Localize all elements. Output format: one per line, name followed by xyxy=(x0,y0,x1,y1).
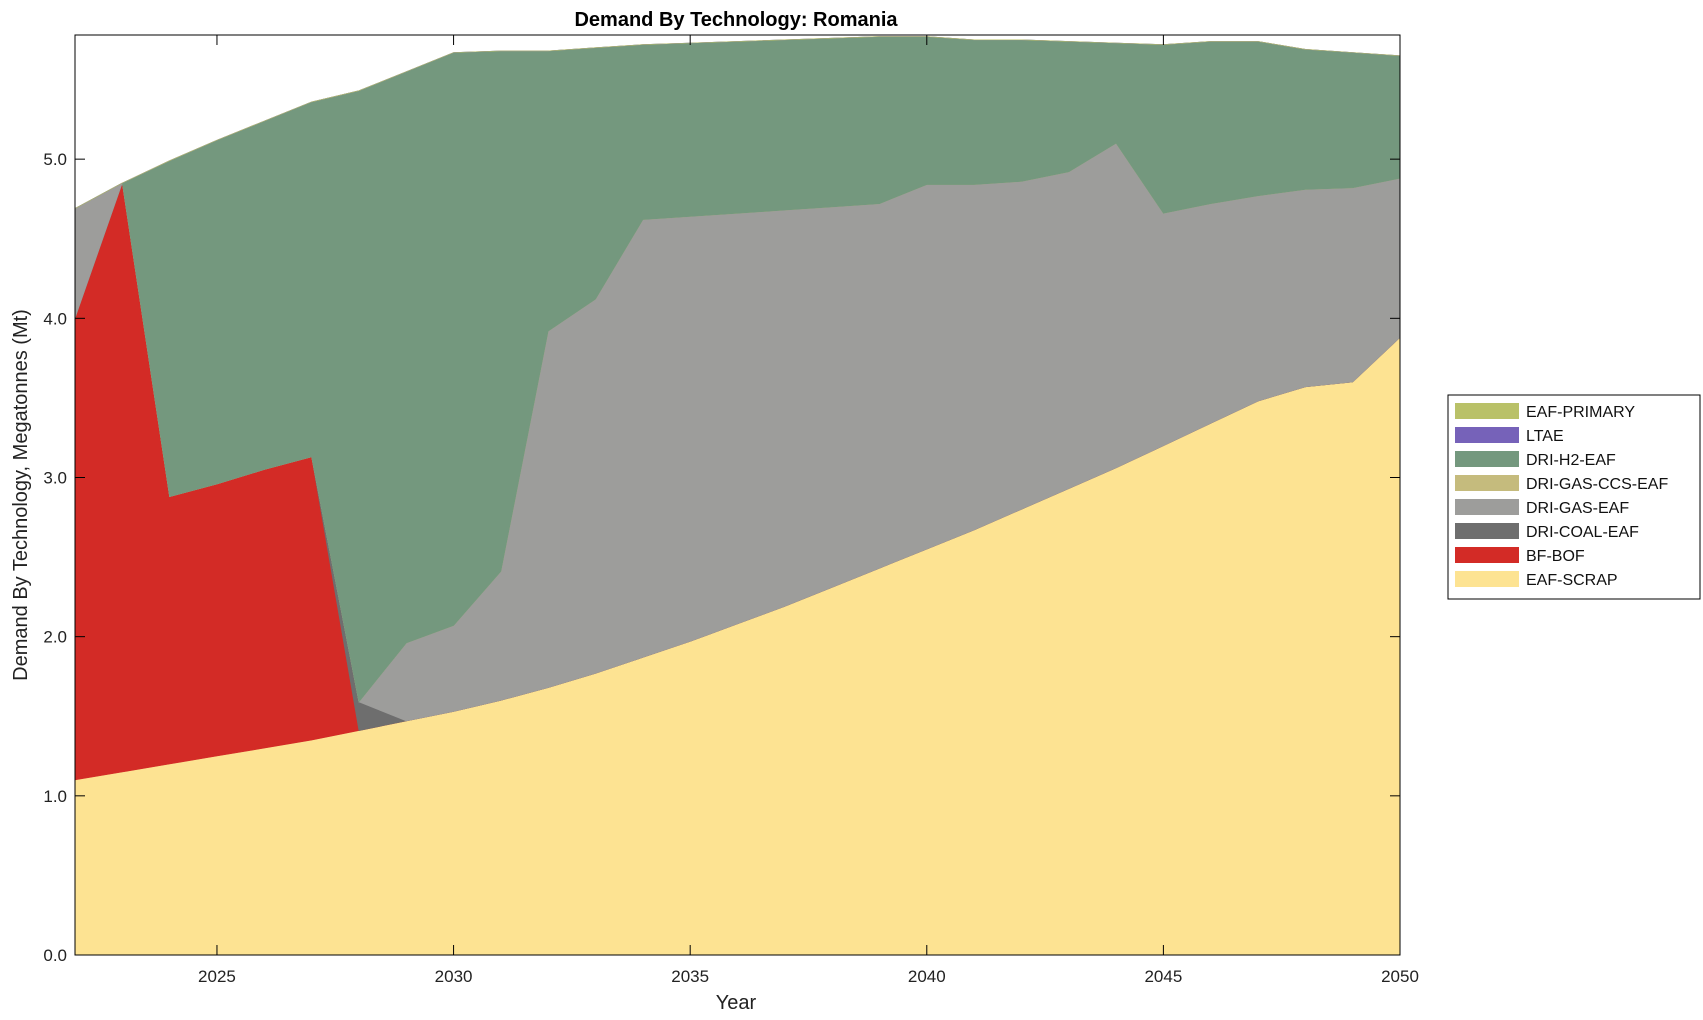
legend-box xyxy=(1447,394,1701,600)
plot-area-frame xyxy=(74,34,1401,956)
legend-swatch-bf-bof xyxy=(1455,547,1519,563)
x-tick-label: 2050 xyxy=(1381,967,1419,986)
legend-label-dri-gas-ccs-eaf: DRI-GAS-CCS-EAF xyxy=(1526,476,1668,493)
x-tick-label: 2040 xyxy=(908,967,946,986)
y-tick-label: 5.0 xyxy=(43,150,67,169)
x-tick-label: 2035 xyxy=(671,967,709,986)
y-tick-label: 0.0 xyxy=(43,946,67,965)
y-tick-label: 4.0 xyxy=(43,309,67,328)
x-axis-title: Year xyxy=(716,992,757,1014)
legend-label-dri-h2-eaf: DRI-H2-EAF xyxy=(1526,452,1616,469)
chart-title: Demand By Technology: Romania xyxy=(574,9,898,31)
y-tick-label: 2.0 xyxy=(43,628,67,647)
legend-swatch-dri-h2-eaf xyxy=(1455,451,1519,467)
x-tick-label: 2045 xyxy=(1144,967,1182,986)
legend-label-dri-gas-eaf: DRI-GAS-EAF xyxy=(1526,500,1629,517)
legend-label-eaf-primary: EAF-PRIMARY xyxy=(1526,404,1635,421)
legend-swatch-eaf-scrap xyxy=(1455,571,1519,587)
x-axis-ticks: 2025 2030 2035 2040 2045 2050 xyxy=(198,35,1419,986)
y-axis-ticks: 0.0 1.0 2.0 3.0 4.0 5.0 xyxy=(43,150,1400,965)
legend: EAF-PRIMARY LTAE DRI-H2-EAF DRI-GAS-CCS-EAF… xyxy=(1447,394,1701,600)
y-axis-title: Demand By Technology, Megatonnes (Mt) xyxy=(10,309,32,681)
legend-swatch-eaf-primary xyxy=(1455,403,1519,419)
legend-swatch-ltae xyxy=(1455,427,1519,443)
legend-label-eaf-scrap: EAF-SCRAP xyxy=(1526,572,1618,589)
y-tick-label: 1.0 xyxy=(43,787,67,806)
x-tick-label: 2025 xyxy=(198,967,236,986)
legend-swatch-dri-gas-ccs-eaf xyxy=(1455,475,1519,491)
legend-swatch-dri-gas-eaf xyxy=(1455,499,1519,515)
legend-label-bf-bof: BF-BOF xyxy=(1526,548,1585,565)
x-tick-label: 2030 xyxy=(435,967,473,986)
legend-label-dri-coal-eaf: DRI-COAL-EAF xyxy=(1526,524,1639,541)
stacked-area-layers xyxy=(74,36,1401,956)
y-tick-label: 3.0 xyxy=(43,468,67,487)
legend-swatch-dri-coal-eaf xyxy=(1455,523,1519,539)
legend-label-ltae: LTAE xyxy=(1526,428,1564,445)
